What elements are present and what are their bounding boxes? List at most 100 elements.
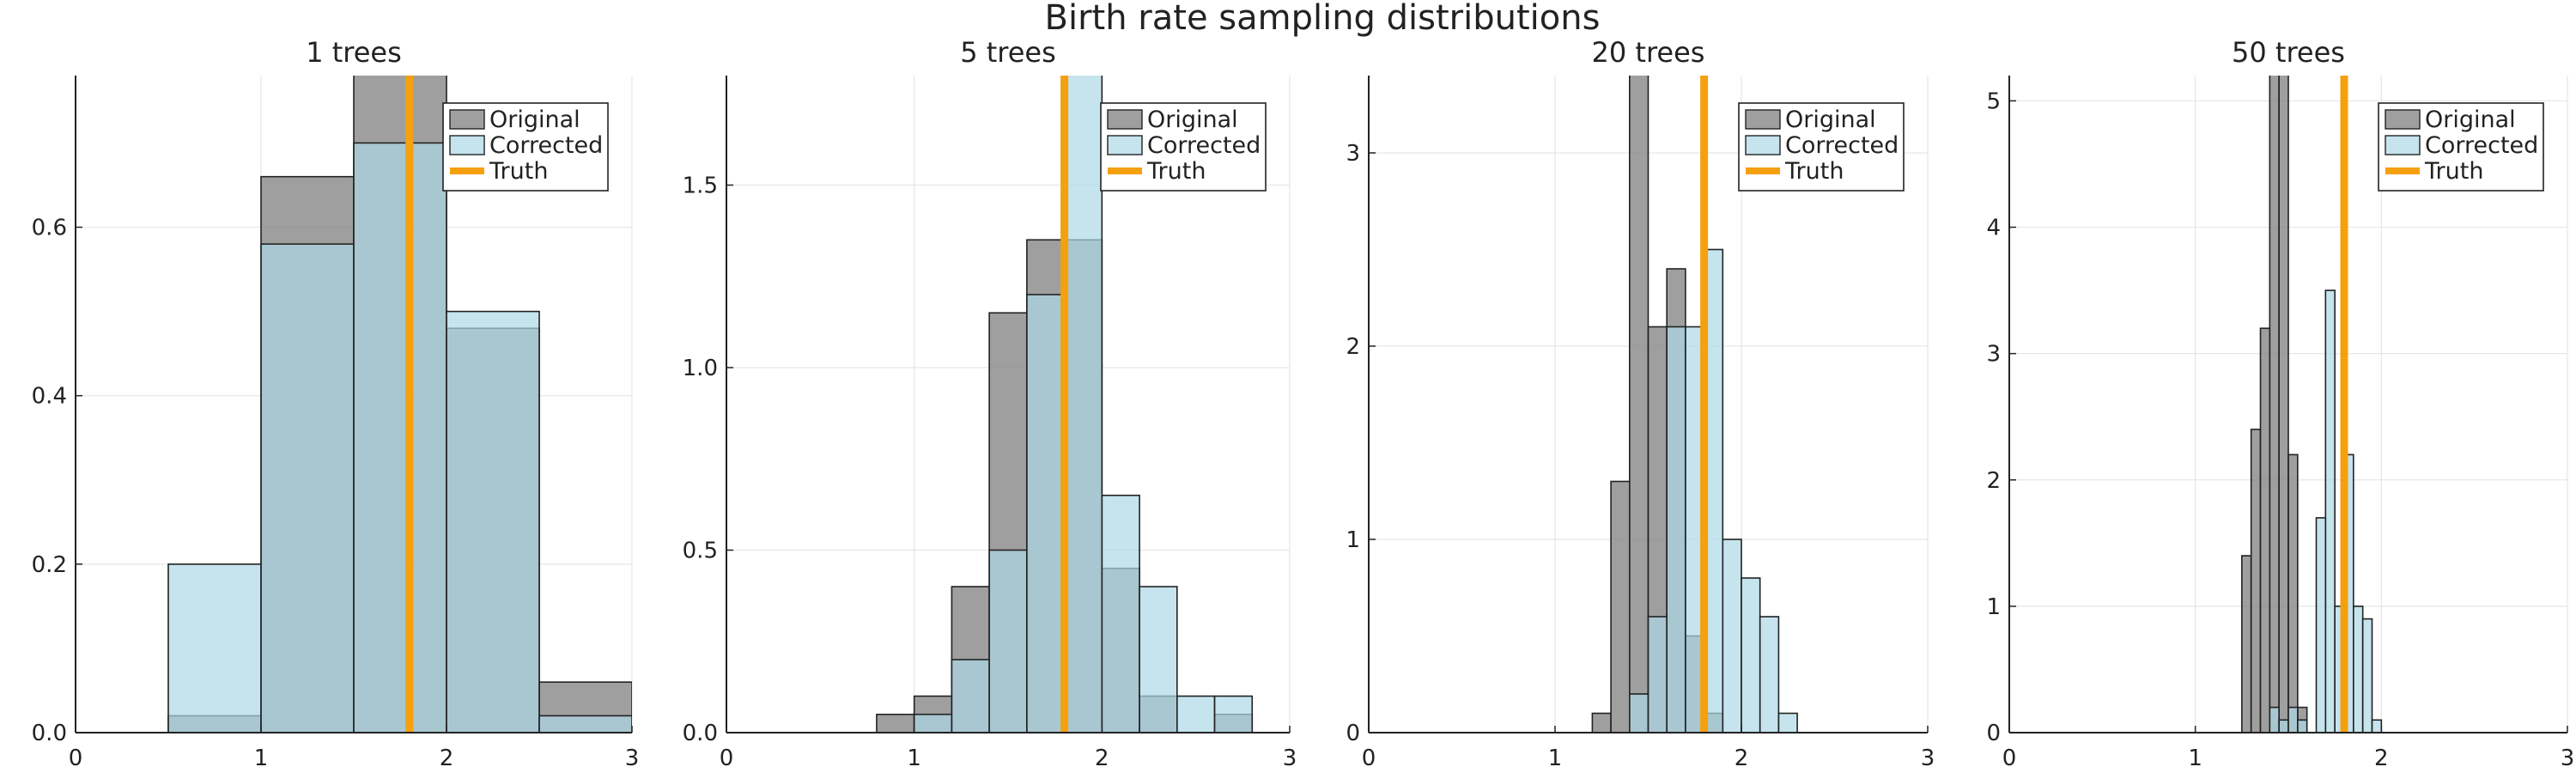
bar-corrected (1026, 294, 1066, 733)
bar-original (2278, 76, 2289, 733)
bar-corrected (913, 713, 953, 733)
bar-corrected (2269, 706, 2280, 733)
bar-corrected (353, 142, 447, 733)
bar-corrected (167, 563, 262, 733)
bar-corrected (1777, 712, 1798, 733)
legend-label: Original (1147, 107, 1238, 133)
y-tick-label: 4 (1986, 216, 2001, 241)
y-tick-label: 3 (1346, 141, 1360, 167)
x-tick-label: 3 (2561, 746, 2575, 771)
bar-original (876, 713, 915, 733)
bar-corrected (2371, 719, 2383, 733)
x-tick-label: 2 (1095, 746, 1109, 771)
legend-swatch-corrected (1745, 135, 1781, 155)
y-tick-label: 0 (1346, 721, 1360, 746)
bar-corrected (1213, 695, 1254, 733)
legend-swatch-original (449, 109, 485, 130)
x-tick-label: 3 (1283, 746, 1297, 771)
panel-1: 0 1 2 3 0.0 0.2 0.4 0.6 1 trees OriginalCorrected… (32, 36, 640, 771)
y-tick-label: 2 (1346, 334, 1360, 360)
legend-label: Corrected (489, 132, 603, 159)
bar-corrected (1063, 76, 1103, 733)
bar-corrected (1629, 693, 1649, 733)
y-tick-label: 1.0 (683, 356, 718, 381)
bar-corrected (1759, 616, 1780, 733)
y-tick-label: 0.5 (683, 539, 718, 564)
x-tick-label: 0 (720, 746, 734, 771)
x-tick-label: 2 (1735, 746, 1749, 771)
bar-corrected (2324, 289, 2336, 733)
y-tick-label: 0.6 (32, 216, 67, 241)
legend-label: Truth (489, 158, 548, 185)
x-tick-label: 1 (2188, 746, 2202, 771)
legend-label: Truth (2424, 158, 2483, 185)
legend-label: Corrected (1147, 132, 1261, 159)
panel-title: 20 trees (1592, 36, 1705, 69)
legend-swatch-original (1107, 109, 1143, 130)
bars (876, 76, 1254, 733)
bar-corrected (2287, 706, 2299, 733)
x-tick-label: 0 (69, 746, 83, 771)
bar-original (2241, 555, 2252, 733)
bar-original (1591, 712, 1612, 733)
y-tick-label: 1 (1346, 527, 1360, 553)
x-tick-label: 0 (1362, 746, 1376, 771)
panel-2: 0 1 2 3 0.0 0.5 1.0 1.5 5 trees OriginalCorrected… (683, 36, 1297, 771)
bar-corrected (1647, 616, 1668, 733)
bar-original (1610, 480, 1631, 733)
legend-swatch-corrected (2385, 135, 2421, 155)
legend-label: Truth (1146, 158, 1206, 185)
bar-original (2287, 453, 2299, 733)
legend-label: Original (2425, 107, 2516, 133)
y-tick-label: 2 (1986, 468, 2001, 494)
y-tick-label: 3 (1986, 342, 2001, 368)
bar-corrected (988, 549, 1028, 733)
bar-corrected (2297, 719, 2308, 733)
bar-corrected (2278, 719, 2289, 733)
x-tick-label: 1 (907, 746, 921, 771)
legend-swatch-original (1745, 109, 1781, 130)
legend-label: Truth (1784, 158, 1844, 185)
bars (1591, 76, 1798, 733)
legend-label: Original (1785, 107, 1876, 133)
legend-swatch-corrected (1107, 135, 1143, 155)
x-tick-label: 0 (2002, 746, 2017, 771)
y-tick-label: 0.2 (32, 552, 67, 578)
y-tick-label: 0.0 (32, 721, 67, 746)
bar-corrected (446, 310, 540, 733)
bar-original (2259, 327, 2271, 733)
panel-title: 50 trees (2232, 36, 2345, 69)
bar-corrected (1722, 539, 1742, 733)
x-tick-label: 2 (2374, 746, 2389, 771)
bar-original (1629, 76, 1649, 733)
bar-corrected (1101, 494, 1140, 733)
bar-corrected (1666, 326, 1686, 733)
x-tick-label: 1 (1548, 746, 1563, 771)
x-tick-label: 3 (1921, 746, 1935, 771)
bar-corrected (1139, 586, 1178, 733)
bar-corrected (951, 659, 990, 733)
x-tick-label: 2 (440, 746, 454, 771)
bar-corrected (2353, 606, 2364, 733)
x-tick-label: 1 (254, 746, 269, 771)
bars (167, 76, 632, 733)
bar-corrected (1741, 577, 1761, 733)
y-tick-label: 0 (1986, 721, 2001, 746)
legend-label: Original (489, 107, 580, 133)
bar-corrected (260, 243, 355, 733)
legend-swatch-original (2385, 109, 2421, 130)
y-tick-label: 5 (1986, 88, 2001, 114)
panels: 0 1 2 30.00.20.40.61 treesOriginalCorrected… (32, 36, 2575, 771)
bar-corrected (538, 715, 632, 733)
bar-corrected (2361, 618, 2373, 733)
legend-swatch-corrected (449, 135, 485, 155)
y-tick-label: 0.0 (683, 721, 718, 746)
bars (2241, 76, 2383, 733)
y-tick-label: 1 (1986, 594, 2001, 620)
y-tick-label: 0.4 (32, 384, 67, 410)
